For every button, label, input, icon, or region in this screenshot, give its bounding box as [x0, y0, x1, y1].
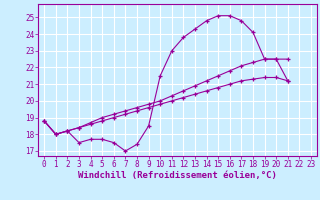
- X-axis label: Windchill (Refroidissement éolien,°C): Windchill (Refroidissement éolien,°C): [78, 171, 277, 180]
